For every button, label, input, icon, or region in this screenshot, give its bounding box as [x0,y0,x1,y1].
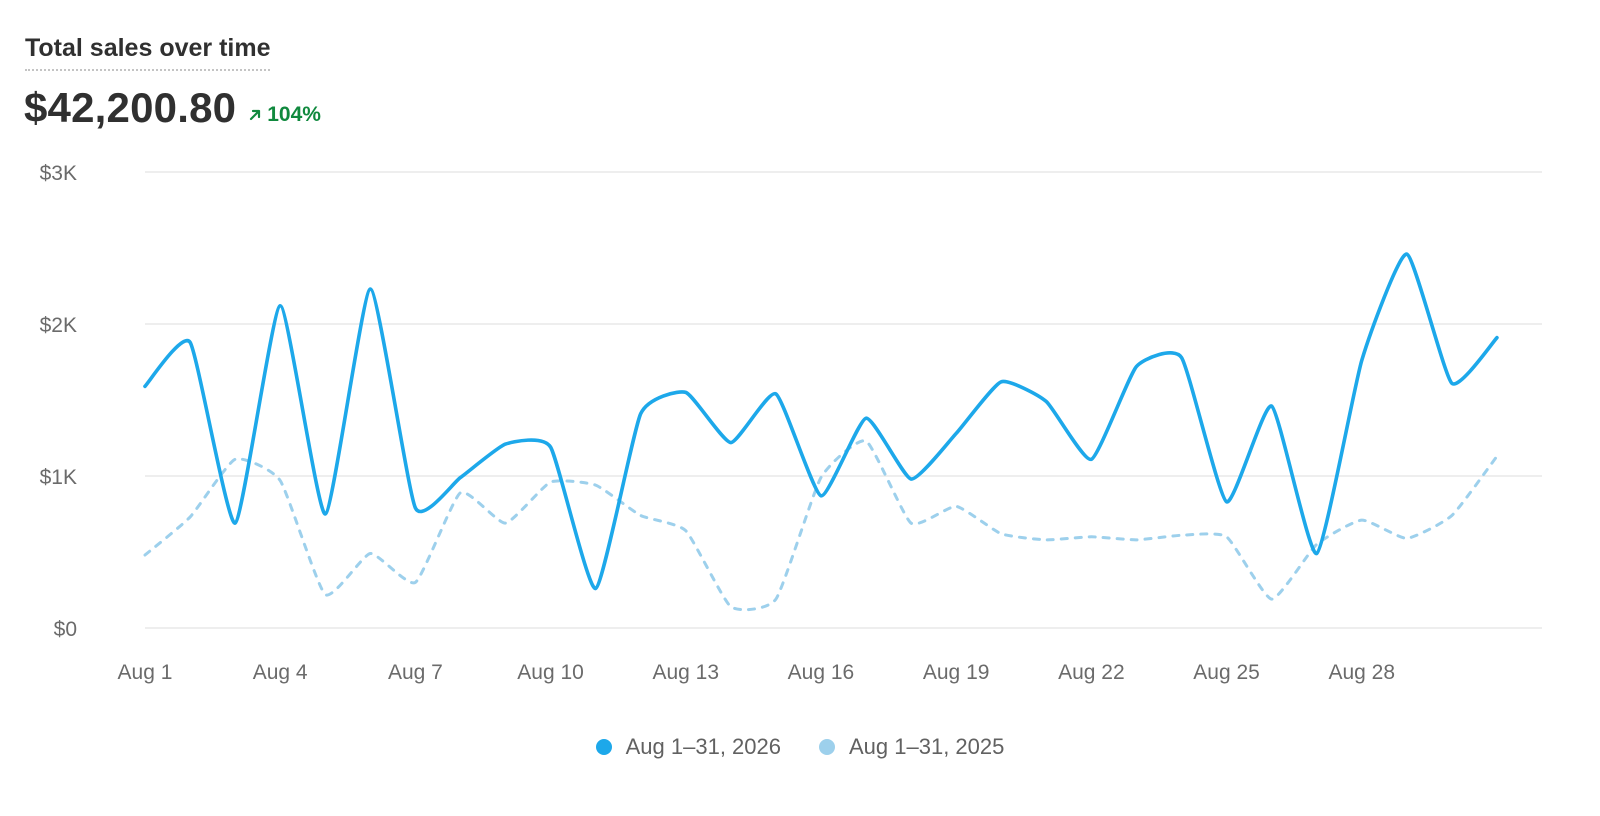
x-tick-label: Aug 10 [517,661,584,684]
legend-item-current[interactable]: Aug 1–31, 2026 [595,734,781,760]
y-tick-label: $2K [40,314,77,337]
legend-label-current: Aug 1–31, 2026 [625,734,781,759]
change-indicator: 104% [248,103,321,127]
x-tick-label: Aug 16 [788,661,855,684]
y-tick-label: $0 [54,618,77,641]
arrow-up-right-icon [250,109,261,121]
x-tick-label: Aug 22 [1058,661,1125,684]
x-tick-label: Aug 1 [118,661,173,684]
x-tick-label: Aug 7 [388,661,443,684]
chart-title[interactable]: Total sales over time [25,33,271,71]
series-line-current [143,252,1499,591]
y-tick-label: $3K [40,162,77,185]
x-tick-label: Aug 25 [1193,661,1260,684]
x-tick-label: Aug 4 [253,661,308,684]
metric-row: $42,200.80 104% [24,84,321,132]
change-percent: 104% [267,103,321,126]
x-tick-label: Aug 13 [652,661,719,684]
x-tick-label: Aug 28 [1328,661,1395,684]
legend-dot-current [595,739,612,755]
series-line-previous [143,439,1499,612]
legend-label-previous: Aug 1–31, 2025 [849,734,1005,759]
legend: Aug 1–31, 2026 Aug 1–31, 2025 [0,734,1600,760]
x-tick-label: Aug 19 [923,661,990,684]
total-sales-value: $42,200.80 [24,84,237,131]
y-tick-label: $1K [40,466,77,489]
legend-dot-previous [819,739,835,755]
legend-item-previous[interactable]: Aug 1–31, 2025 [819,734,1004,760]
